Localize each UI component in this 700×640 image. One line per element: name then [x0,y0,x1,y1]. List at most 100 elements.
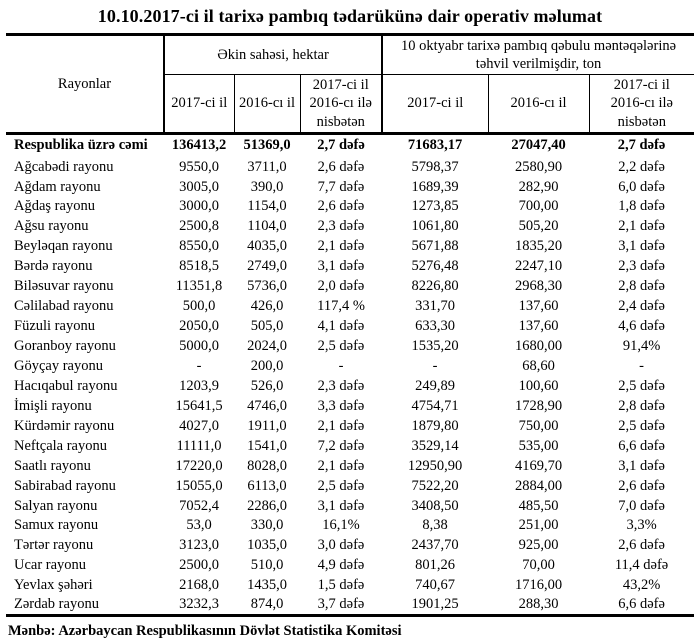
tehvil-2017-value: 1689,39 [411,178,459,195]
ekin-ratio-value: 2,1 dəfə [317,238,365,255]
ekin-2017-value: 2500,0 [179,557,219,574]
header-tehvil-2017: 2017-ci il [382,74,489,135]
tehvil-ratio-value: 6,0 dəfə [618,178,665,195]
ekin-ratio-value: 4,1 dəfə [317,318,365,335]
tehvil-2016-value: 2968,30 [514,278,563,295]
header-group-sown-area: Əkin sahəsi, hektar [164,34,384,76]
tehvil-2017-value: 633,30 [415,318,455,335]
ekin-2016-value: 1035,0 [247,537,287,554]
tehvil-ratio-value: 2,1 dəfə [618,218,665,235]
ekin-2016-value: 1104,0 [247,218,287,235]
tehvil-2017-value: 331,70 [415,298,455,315]
table-row: Sabirabad rayonu 15055,0 6113,0 2,5 dəfə… [6,476,694,496]
ekin-2017-value: 11111,0 [176,437,222,454]
ekin-2016-value: 6113,0 [247,477,287,494]
ekin-2016-value: 1911,0 [247,417,287,434]
ekin-ratio-value: 3,7 dəfə [317,596,365,613]
ekin-2017-value: 136413,2 [171,137,227,154]
tehvil-2016-value: 68,60 [522,357,555,374]
row-label: Ağsu rayonu [14,218,89,235]
ekin-2017-value: - [196,357,202,374]
tehvil-ratio-value: 2,6 dəfə [618,537,665,554]
tehvil-2017-value: 1273,85 [411,198,459,215]
ekin-ratio-value: 2,1 dəfə [317,457,365,474]
tehvil-2016-value: 137,60 [518,298,559,315]
tehvil-2017-value: 1061,80 [411,218,459,235]
ekin-2016-value: 51369,0 [243,137,291,154]
group-header-row: Rayonlar Əkin sahəsi, hektar 10 oktyabr … [6,34,695,135]
header-ekin-2017: 2017-ci il [164,74,235,135]
tehvil-2016-value: 750,00 [518,417,559,434]
table-row: Tərtər rayonu 3123,0 1035,0 3,0 dəfə 243… [6,536,694,556]
ekin-2017-value: 8550,0 [179,238,219,255]
row-label: İmişli rayonu [14,397,92,414]
tehvil-2016-value: 2884,00 [514,477,563,494]
row-label: Sabirabad rayonu [14,477,116,494]
tehvil-ratio-value: 2,4 dəfə [618,298,665,315]
ekin-2016-value: 526,0 [250,377,284,394]
ekin-2016-value: 2024,0 [247,338,287,355]
row-label: Ağdam rayonu [14,178,101,195]
tehvil-2016-value: 251,00 [518,517,559,534]
tehvil-ratio-value: 2,8 dəfə [618,278,665,295]
tehvil-2017-value: 8,38 [422,517,448,534]
ekin-ratio-value: 2,5 dəfə [317,338,365,355]
ekin-2016-value: 4035,0 [247,238,287,255]
table-row: Ağdaş rayonu 3000,0 1154,0 2,6 dəfə 1273… [6,197,694,217]
row-label: Kürdəmir rayonu [14,417,115,434]
cotton-procurement-table: Rayonlar Əkin sahəsi, hektar 10 oktyabr … [6,33,695,618]
ekin-2017-value: 11351,8 [175,278,223,295]
tehvil-2017-value: 5798,37 [411,158,459,175]
ekin-2017-value: 53,0 [186,517,212,534]
row-label: Zərdab rayonu [14,596,99,613]
header-rayonlar: Rayonlar [6,34,165,135]
ekin-2017-value: 4027,0 [179,417,219,434]
table-row: Biləsuvar rayonu 11351,8 5736,0 2,0 dəfə… [6,277,694,297]
row-label: Samux rayonu [14,517,99,534]
tehvil-2017-value: 3408,50 [411,497,459,514]
ekin-ratio-value: 3,1 dəfə [317,258,365,275]
row-label: Göyçay rayonu [14,357,103,374]
row-label: Cəlilabad rayonu [14,298,114,315]
header-ekin-2016: 2016-cı il [234,74,301,135]
ekin-ratio-value: 16,1% [322,517,360,534]
table-row: Samux rayonu 53,0 330,0 16,1% 8,38 251,0… [6,516,694,536]
ekin-2016-value: 5736,0 [247,278,287,295]
row-label: Yevlax şəhəri [14,577,93,594]
tehvil-ratio-value: 2,7 dəfə [617,137,666,154]
ekin-2017-value: 3005,0 [179,178,219,195]
tehvil-2017-value: 5671,88 [411,238,459,255]
ekin-ratio-value: 3,0 dəfə [317,537,365,554]
tehvil-2016-value: 925,00 [518,537,559,554]
ekin-2016-value: 8028,0 [247,457,287,474]
row-label: Neftçala rayonu [14,437,107,454]
ekin-2016-value: 1541,0 [247,437,287,454]
tehvil-2017-value: 4754,71 [411,397,459,414]
ekin-2016-value: 2286,0 [247,497,287,514]
ekin-ratio-value: - [338,357,344,374]
tehvil-ratio-value: 2,2 dəfə [618,158,665,175]
tehvil-2016-value: 1728,90 [514,397,563,414]
tehvil-2016-value: 27047,40 [511,137,566,154]
tehvil-2017-value: 12950,90 [407,457,463,474]
ekin-ratio-value: 7,2 dəfə [317,437,365,454]
ekin-2016-value: 1154,0 [247,198,287,215]
ekin-2016-value: 505,0 [250,318,284,335]
table-row: Salyan rayonu 7052,4 2286,0 3,1 dəfə 340… [6,496,694,516]
tehvil-2016-value: 100,60 [518,377,559,394]
tehvil-2017-value: 71683,17 [407,137,463,154]
tehvil-ratio-value: 91,4% [622,338,661,355]
ekin-ratio-value: 117,4 % [317,298,365,315]
ekin-2017-value: 3123,0 [179,537,219,554]
tehvil-ratio-value: 2,5 dəfə [618,377,665,394]
tehvil-2016-value: 70,00 [522,557,555,574]
table-row: Zərdab rayonu 3232,3 874,0 3,7 dəfə 1901… [6,596,694,616]
ekin-ratio-value: 1,5 dəfə [317,577,365,594]
row-label: Biləsuvar rayonu [14,278,114,295]
row-label: Bərdə rayonu [14,258,93,275]
tehvil-2017-value: - [432,357,438,374]
tehvil-2016-value: 700,00 [518,198,559,215]
table-row: Ağcabədi rayonu 9550,0 3711,0 2,6 dəfə 5… [6,157,694,177]
table-row: Beyləqan rayonu 8550,0 4035,0 2,1 dəfə 5… [6,237,694,257]
table-row: Respublika üzrə cəmi 136413,2 51369,0 2,… [6,133,694,157]
